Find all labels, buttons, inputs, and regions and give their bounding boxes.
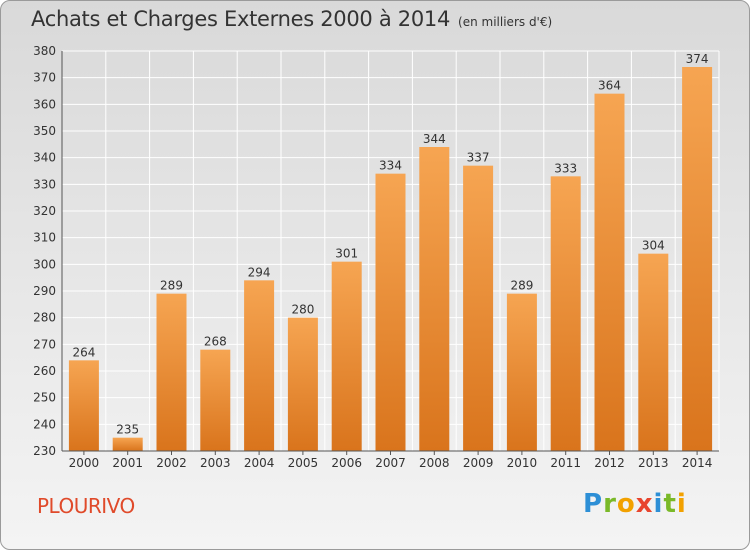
proxiti-logo: Proxiti: [583, 489, 687, 519]
y-tick-label: 290: [33, 284, 56, 298]
y-tick-label: 270: [33, 337, 56, 351]
data-label: 264: [72, 345, 95, 359]
bar: [68, 360, 99, 451]
data-label: 235: [116, 423, 139, 437]
bar: [594, 93, 625, 452]
bar: [682, 67, 713, 451]
bar: [419, 147, 450, 451]
x-tick-label: 2010: [507, 456, 538, 470]
x-tick-label: 2002: [156, 456, 187, 470]
data-label: 304: [642, 239, 665, 253]
bar: [506, 293, 537, 451]
y-tick-label: 340: [33, 151, 56, 165]
y-tick-label: 240: [33, 417, 56, 431]
data-label: 268: [204, 335, 227, 349]
bar: [200, 349, 231, 451]
data-label: 364: [598, 79, 621, 93]
y-tick-label: 380: [33, 44, 56, 58]
x-tick-label: 2014: [682, 456, 713, 470]
data-label: 289: [160, 279, 183, 293]
x-tick-label: 2003: [200, 456, 231, 470]
bar: [112, 437, 143, 451]
bar: [331, 261, 362, 451]
bar: [463, 165, 494, 451]
data-label: 334: [379, 159, 402, 173]
y-tick-label: 320: [33, 204, 56, 218]
y-tick-label: 280: [33, 311, 56, 325]
axes: 230 240 250 260 270 280 290 300 310 320 330 340 350 3…: [33, 44, 719, 470]
x-tick-label: 2011: [550, 456, 581, 470]
bar: [375, 173, 406, 451]
y-tick-label: 350: [33, 124, 56, 138]
data-label: 301: [335, 247, 358, 261]
y-tick-label: 260: [33, 364, 56, 378]
x-tick-label: 2000: [69, 456, 100, 470]
x-tick-label: 2008: [419, 456, 450, 470]
bar: [156, 293, 187, 451]
x-tick-label: 2013: [638, 456, 669, 470]
x-tick-label: 2009: [463, 456, 494, 470]
bars: [68, 67, 713, 452]
chart-title-block: Achats et Charges Externes 2000 à 2014 (e…: [31, 7, 552, 31]
bar: [638, 253, 669, 451]
y-tick-label: 330: [33, 177, 56, 191]
data-label: 289: [510, 279, 533, 293]
bar: [550, 176, 581, 452]
chart-title: Achats et Charges Externes 2000 à 2014: [31, 7, 451, 31]
bar: [287, 317, 318, 451]
chart-unit: (en milliers d'€): [458, 15, 553, 29]
x-tick-label: 2012: [594, 456, 625, 470]
data-label: 280: [291, 303, 314, 317]
y-tick-label: 250: [33, 391, 56, 405]
y-tick-label: 310: [33, 231, 56, 245]
x-tick-label: 2007: [375, 456, 406, 470]
y-tick-label: 370: [33, 71, 56, 85]
data-label: 337: [467, 151, 490, 165]
x-tick-label: 2005: [288, 456, 319, 470]
data-label: 344: [423, 132, 446, 146]
x-tick-label: 2004: [244, 456, 275, 470]
y-tick-label: 300: [33, 257, 56, 271]
bar: [244, 280, 275, 451]
commune-name: PLOURIVO: [37, 494, 135, 518]
y-tick-label: 230: [33, 444, 56, 458]
data-label: 333: [554, 161, 577, 175]
data-label: 294: [248, 265, 271, 279]
x-tick-label: 2006: [331, 456, 362, 470]
x-tick-label: 2001: [112, 456, 143, 470]
data-labels: 264 235 289 268 294 280 301 334 344 337 289 333 364 3…: [72, 52, 708, 437]
y-tick-label: 360: [33, 97, 56, 111]
data-label: 374: [686, 52, 709, 66]
